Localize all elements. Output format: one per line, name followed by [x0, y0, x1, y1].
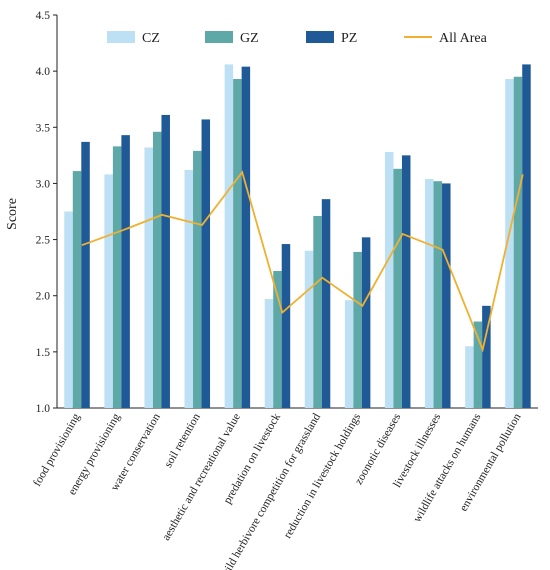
y-tick-label: 1.5 [36, 347, 51, 359]
bar-pz-6 [321, 199, 331, 408]
legend-swatch-pz [306, 31, 334, 43]
bar-cz-3 [184, 169, 194, 408]
x-tick-label: soil retention [162, 411, 203, 469]
legend-swatch-cz [107, 31, 135, 43]
bar-pz-8 [401, 155, 411, 408]
bar-gz-7 [353, 251, 362, 408]
bar-gz-11 [513, 76, 523, 408]
y-axis-title: Score [5, 198, 20, 230]
bar-gz-2 [152, 131, 162, 408]
bar-cz-4 [224, 64, 234, 408]
bar-pz-2 [161, 114, 170, 409]
y-tick-label: 3.0 [36, 178, 51, 190]
bar-pz-4 [241, 66, 251, 409]
y-axis-ticks: 1.0 1.5 2.0 2.5 3.0 3.5 4.0 4.5 [36, 10, 57, 415]
bar-cz-7 [344, 300, 354, 408]
bar-gz-9 [433, 181, 443, 408]
all-area-line [81, 170, 524, 353]
x-tick-label: reduction in livestock holdings [282, 411, 364, 541]
bar-cz-11 [505, 79, 514, 408]
x-tick-label: aesthetic and recreational value [160, 412, 243, 543]
x-tick-label: wildlife attacks on humans [411, 411, 483, 524]
bar-pz-9 [442, 183, 451, 408]
y-tick-label: 4.0 [36, 66, 51, 78]
bar-pz-11 [522, 64, 531, 408]
legend-label: GZ [240, 31, 259, 46]
bar-cz-6 [304, 250, 314, 408]
bar-gz-5 [273, 271, 282, 408]
line-series-all-area [81, 170, 524, 353]
bar-cz-1 [104, 174, 113, 408]
bars [64, 64, 531, 409]
bar-cz-0 [64, 211, 73, 408]
y-tick-label: 2.0 [36, 291, 51, 303]
bar-pz-3 [201, 119, 211, 409]
bar-gz-0 [72, 171, 82, 408]
bar-pz-10 [482, 305, 491, 408]
bar-pz-0 [81, 141, 90, 408]
bar-cz-5 [264, 299, 274, 408]
bar-gz-4 [233, 79, 242, 408]
bar-pz-5 [281, 244, 291, 408]
legend-label: All Area [439, 31, 488, 46]
bar-cz-9 [425, 178, 434, 408]
y-tick-label: 3.5 [36, 122, 51, 134]
legend-label: PZ [341, 31, 357, 46]
bar-gz-3 [193, 150, 202, 408]
axes [56, 15, 538, 409]
bar-gz-10 [473, 321, 483, 408]
legend: CZ GZ PZ All Area [107, 31, 488, 46]
legend-label: CZ [142, 31, 160, 46]
bar-cz-2 [144, 147, 153, 408]
y-tick-label: 2.5 [36, 235, 51, 247]
bar-gz-6 [313, 215, 322, 408]
bar-cz-10 [465, 346, 474, 408]
bar-gz-1 [112, 146, 122, 408]
y-tick-label: 1.0 [36, 403, 51, 415]
legend-swatch-gz [205, 31, 233, 43]
bar-gz-8 [393, 168, 402, 408]
bar-pz-1 [121, 135, 130, 408]
y-tick-label: 4.5 [36, 10, 51, 22]
bar-pz-7 [361, 237, 371, 408]
bar-cz-8 [384, 151, 394, 409]
